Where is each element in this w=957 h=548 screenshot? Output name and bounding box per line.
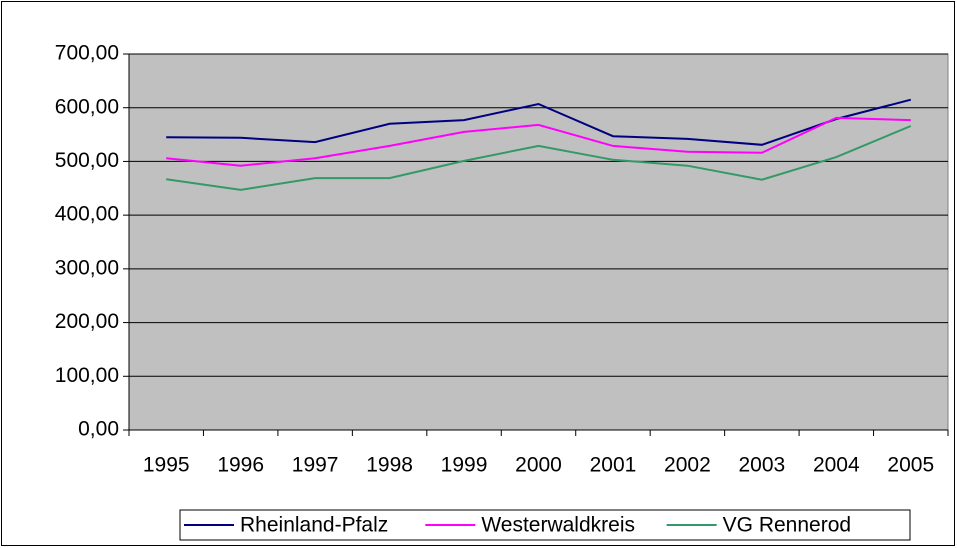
y-tick-label: 400,00 — [55, 203, 119, 226]
y-tick-label: 600,00 — [55, 95, 119, 118]
legend-label: Rheinland-Pfalz — [240, 514, 388, 537]
x-tick-label: 1998 — [366, 454, 413, 477]
legend-label: Westerwaldkreis — [481, 514, 635, 537]
series-line — [166, 98, 912, 146]
x-tick-label: 2003 — [739, 454, 786, 477]
x-tick-label: 1995 — [143, 454, 190, 477]
x-tick-label: 2001 — [590, 454, 637, 477]
x-tick-label: 1997 — [292, 454, 339, 477]
y-tick-label: 700,00 — [55, 42, 119, 65]
x-tick-label: 2005 — [887, 454, 934, 477]
plot-area — [128, 53, 949, 431]
y-tick-label: 200,00 — [55, 310, 119, 333]
y-tick-label: 100,00 — [55, 364, 119, 387]
y-tick-label: 500,00 — [55, 149, 119, 172]
y-tick-label: 0,00 — [78, 418, 119, 441]
y-tick-label: 300,00 — [55, 256, 119, 279]
series-line — [166, 116, 911, 167]
x-tick-label: 2000 — [515, 454, 562, 477]
x-tick-label: 1999 — [441, 454, 488, 477]
series-line — [166, 125, 912, 191]
x-tick-label: 2004 — [813, 454, 860, 477]
legend-box — [179, 509, 911, 541]
x-tick-label: 1996 — [217, 454, 264, 477]
x-tick-label: 2002 — [664, 454, 711, 477]
legend-label: VG Rennerod — [723, 514, 851, 537]
